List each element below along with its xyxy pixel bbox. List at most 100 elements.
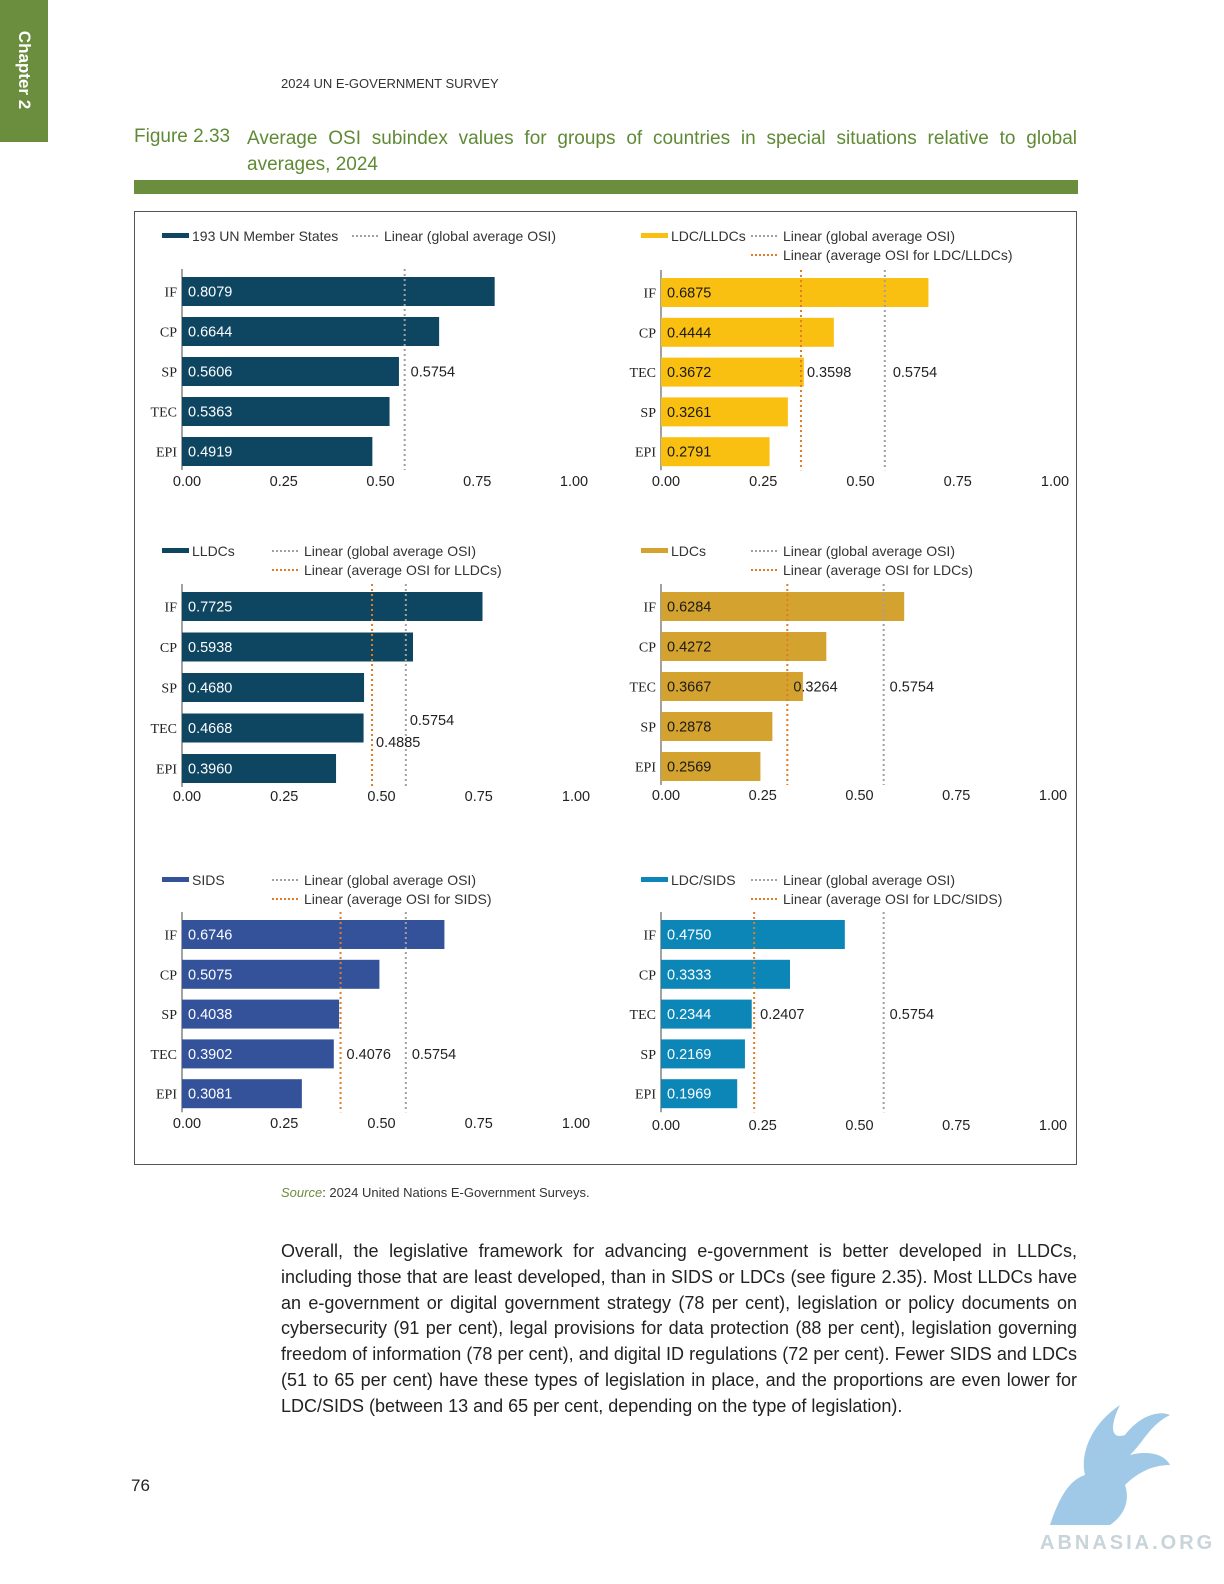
legend-swatch <box>641 877 668 882</box>
reference-line-label: 0.5754 <box>411 365 455 381</box>
bar-value-label: 0.2791 <box>667 445 711 461</box>
bar <box>182 1079 302 1109</box>
x-tick-label: 0.00 <box>652 1118 680 1134</box>
bar <box>182 632 413 662</box>
x-tick-label: 1.00 <box>1039 1118 1067 1134</box>
reference-line-label: 0.5754 <box>893 365 937 381</box>
legend-line-label: Linear (average OSI for LDC/SIDS) <box>783 891 1002 907</box>
category-label: CP <box>160 641 177 656</box>
legend-line-label: Linear (global average OSI) <box>783 543 955 559</box>
category-label: TEC <box>151 722 177 737</box>
bar-value-label: 0.3667 <box>667 680 711 696</box>
bar-value-label: 0.2878 <box>667 720 711 736</box>
legend-line-label: Linear (global average OSI) <box>384 228 556 244</box>
x-tick-label: 0.25 <box>749 474 777 490</box>
category-label: TEC <box>151 406 177 421</box>
bar-value-label: 0.6644 <box>188 325 232 341</box>
x-tick-label: 0.25 <box>270 789 298 805</box>
bar-value-label: 0.1969 <box>667 1087 711 1103</box>
bar <box>661 397 788 427</box>
bar <box>182 437 373 466</box>
x-tick-label: 0.00 <box>173 474 201 490</box>
body-paragraph: Overall, the legislative framework for a… <box>281 1241 1077 1416</box>
legend-series-label: LDC/SIDS <box>671 872 736 888</box>
category-label: IF <box>165 929 178 944</box>
reference-line-label: 0.4885 <box>376 735 420 751</box>
bar <box>661 920 845 949</box>
reference-line-label: 0.5754 <box>890 1007 934 1023</box>
bar-value-label: 0.2344 <box>667 1007 711 1023</box>
bar <box>661 357 804 387</box>
source-label: Source <box>281 1185 323 1200</box>
source-note: Source: 2024 United Nations E-Government… <box>281 1185 590 1200</box>
bar <box>661 632 827 661</box>
reference-line-label: 0.2407 <box>760 1007 804 1023</box>
category-label: CP <box>639 326 656 341</box>
bar-value-label: 0.3960 <box>188 762 232 778</box>
legend-swatch <box>162 233 189 238</box>
legend-series-label: SIDS <box>192 872 225 888</box>
legend-series-label: LDCs <box>671 543 706 559</box>
bar-value-label: 0.4668 <box>188 721 232 737</box>
bar-value-label: 0.4919 <box>188 445 232 461</box>
legend-swatch <box>162 877 189 882</box>
bar-value-label: 0.3902 <box>188 1047 232 1063</box>
bar-value-label: 0.5075 <box>188 967 232 983</box>
bar-value-label: 0.6746 <box>188 928 232 944</box>
bar <box>661 999 752 1029</box>
bar <box>182 592 483 621</box>
bar-value-label: 0.8079 <box>188 285 232 301</box>
legend-swatch <box>641 233 668 238</box>
bar-value-label: 0.4750 <box>667 928 711 944</box>
category-label: SP <box>640 1048 656 1063</box>
x-tick-label: 0.75 <box>465 789 493 805</box>
figure-title: Average OSI subindex values for groups o… <box>247 128 1077 175</box>
legend-line-label: Linear (average OSI for LDC/LLDCs) <box>783 247 1013 263</box>
bar-value-label: 0.2569 <box>667 760 711 776</box>
legend-line-label: Linear (average OSI for LLDCs) <box>304 562 502 578</box>
category-label: SP <box>640 721 656 736</box>
x-tick-label: 0.50 <box>366 474 394 490</box>
category-label: TEC <box>151 1048 177 1063</box>
x-tick-label: 0.75 <box>463 474 491 490</box>
x-tick-label: 0.25 <box>749 788 777 804</box>
bar <box>182 397 390 426</box>
bar <box>182 1039 334 1069</box>
bar <box>661 672 803 701</box>
bar-value-label: 0.4444 <box>667 325 711 341</box>
legend-line-label: Linear (global average OSI) <box>783 228 955 244</box>
category-label: SP <box>161 366 177 381</box>
category-label: SP <box>161 1008 177 1023</box>
figure-frame <box>134 211 1077 1165</box>
legend-line-label: Linear (global average OSI) <box>304 543 476 559</box>
x-tick-label: 1.00 <box>1041 474 1069 490</box>
bar <box>182 754 337 783</box>
bar-value-label: 0.7725 <box>188 600 232 616</box>
category-label: EPI <box>156 1088 177 1103</box>
bar-value-label: 0.5606 <box>188 365 232 381</box>
legend-series-label: LLDCs <box>192 543 235 559</box>
bar <box>661 959 790 989</box>
x-tick-label: 1.00 <box>562 789 590 805</box>
bar-value-label: 0.2169 <box>667 1047 711 1063</box>
bar-value-label: 0.3261 <box>667 405 711 421</box>
category-label: CP <box>160 326 177 341</box>
x-tick-label: 0.75 <box>942 788 970 804</box>
reference-line-label: 0.4076 <box>347 1047 391 1063</box>
category-label: IF <box>165 286 178 301</box>
category-label: SP <box>161 682 177 697</box>
category-label: CP <box>639 968 656 983</box>
x-tick-label: 1.00 <box>1039 788 1067 804</box>
x-tick-label: 0.25 <box>270 474 298 490</box>
legend-line-label: Linear (global average OSI) <box>783 872 955 888</box>
x-tick-label: 1.00 <box>562 1116 590 1132</box>
x-tick-label: 0.00 <box>652 474 680 490</box>
page-number: 76 <box>131 1476 150 1495</box>
legend-swatch <box>162 548 189 553</box>
legend-line-label: Linear (global average OSI) <box>304 872 476 888</box>
bar <box>182 277 495 306</box>
category-label: EPI <box>635 1088 656 1103</box>
legend-swatch <box>641 548 668 553</box>
x-tick-label: 0.50 <box>845 788 873 804</box>
bar <box>182 673 365 702</box>
